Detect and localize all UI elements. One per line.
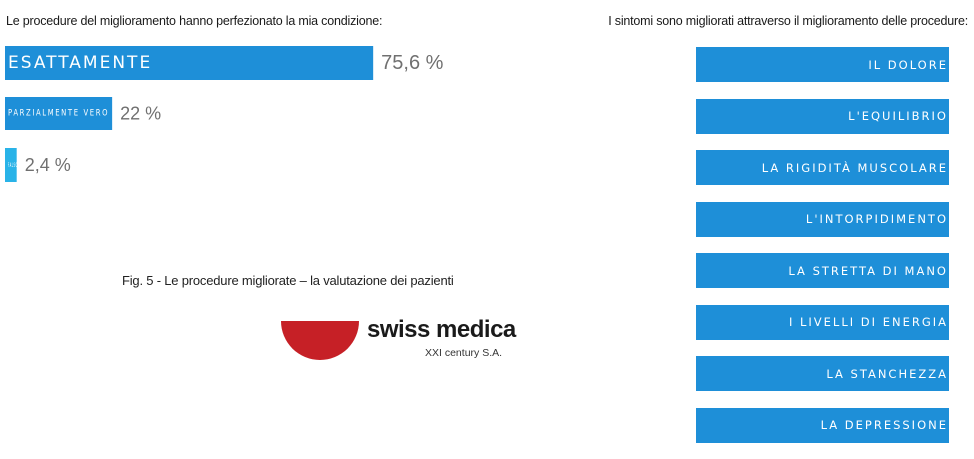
bar <box>5 97 113 130</box>
symptom-label: L'INTORPIDIMENTO <box>805 212 948 226</box>
symptom-button[interactable]: I LIVELLI DI ENERGIA <box>696 304 949 340</box>
bar-category-label: FALSO <box>8 161 18 169</box>
bar-chart: ESATTAMENTE 75,6 % PARZIALMENTE VERO 22 % FA… <box>5 46 444 182</box>
logo-half-circle-icon <box>281 321 359 360</box>
logo-name: swiss medica <box>367 316 516 343</box>
bar-value-label: 75,6 % <box>381 52 443 74</box>
symptom-label: I LIVELLI DI ENERGIA <box>788 315 948 329</box>
bar-value-label: 22 % <box>120 104 161 124</box>
symptom-button[interactable]: IL DOLORE <box>696 47 949 82</box>
bar-category-label: ESATTAMENTE <box>8 53 152 73</box>
bar-value-label: 2,4 % <box>25 155 71 175</box>
symptom-list: IL DOLORE L'EQUILIBRIO LA RIGIDITÀ MUSCOLA… <box>696 47 949 459</box>
right-heading: I sintomi sono migliorati attraverso il … <box>608 14 968 28</box>
bar <box>5 148 17 182</box>
symptom-label: LA STRETTA DI MANO <box>788 263 948 278</box>
symptom-label: IL DOLORE <box>868 57 948 72</box>
symptom-label: LA DEPRESSIONE <box>820 418 948 432</box>
figure-caption: Fig. 5 - Le procedure migliorate – la va… <box>122 273 454 288</box>
symptom-button[interactable]: LA DEPRESSIONE <box>696 407 949 443</box>
symptom-label: L'EQUILIBRIO <box>848 109 948 123</box>
swiss-medica-logo: swiss medica XXI century S.A. <box>281 316 521 364</box>
symptom-label: LA RIGIDITÀ MUSCOLARE <box>761 160 948 175</box>
symptom-button[interactable]: LA STANCHEZZA <box>696 356 949 391</box>
logo-subtitle: XXI century S.A. <box>425 347 503 359</box>
symptom-button[interactable]: L'INTORPIDIMENTO <box>696 201 949 237</box>
bar <box>5 46 374 80</box>
symptom-button[interactable]: LA RIGIDITÀ MUSCOLARE <box>696 150 949 185</box>
left-heading: Le procedure del miglioramento hanno per… <box>6 14 383 28</box>
symptom-button[interactable]: L'EQUILIBRIO <box>696 98 949 134</box>
symptom-button[interactable]: LA STRETTA DI MANO <box>696 253 949 288</box>
bar-category-label: PARZIALMENTE VERO <box>8 109 109 119</box>
symptom-label: LA STANCHEZZA <box>826 366 948 381</box>
